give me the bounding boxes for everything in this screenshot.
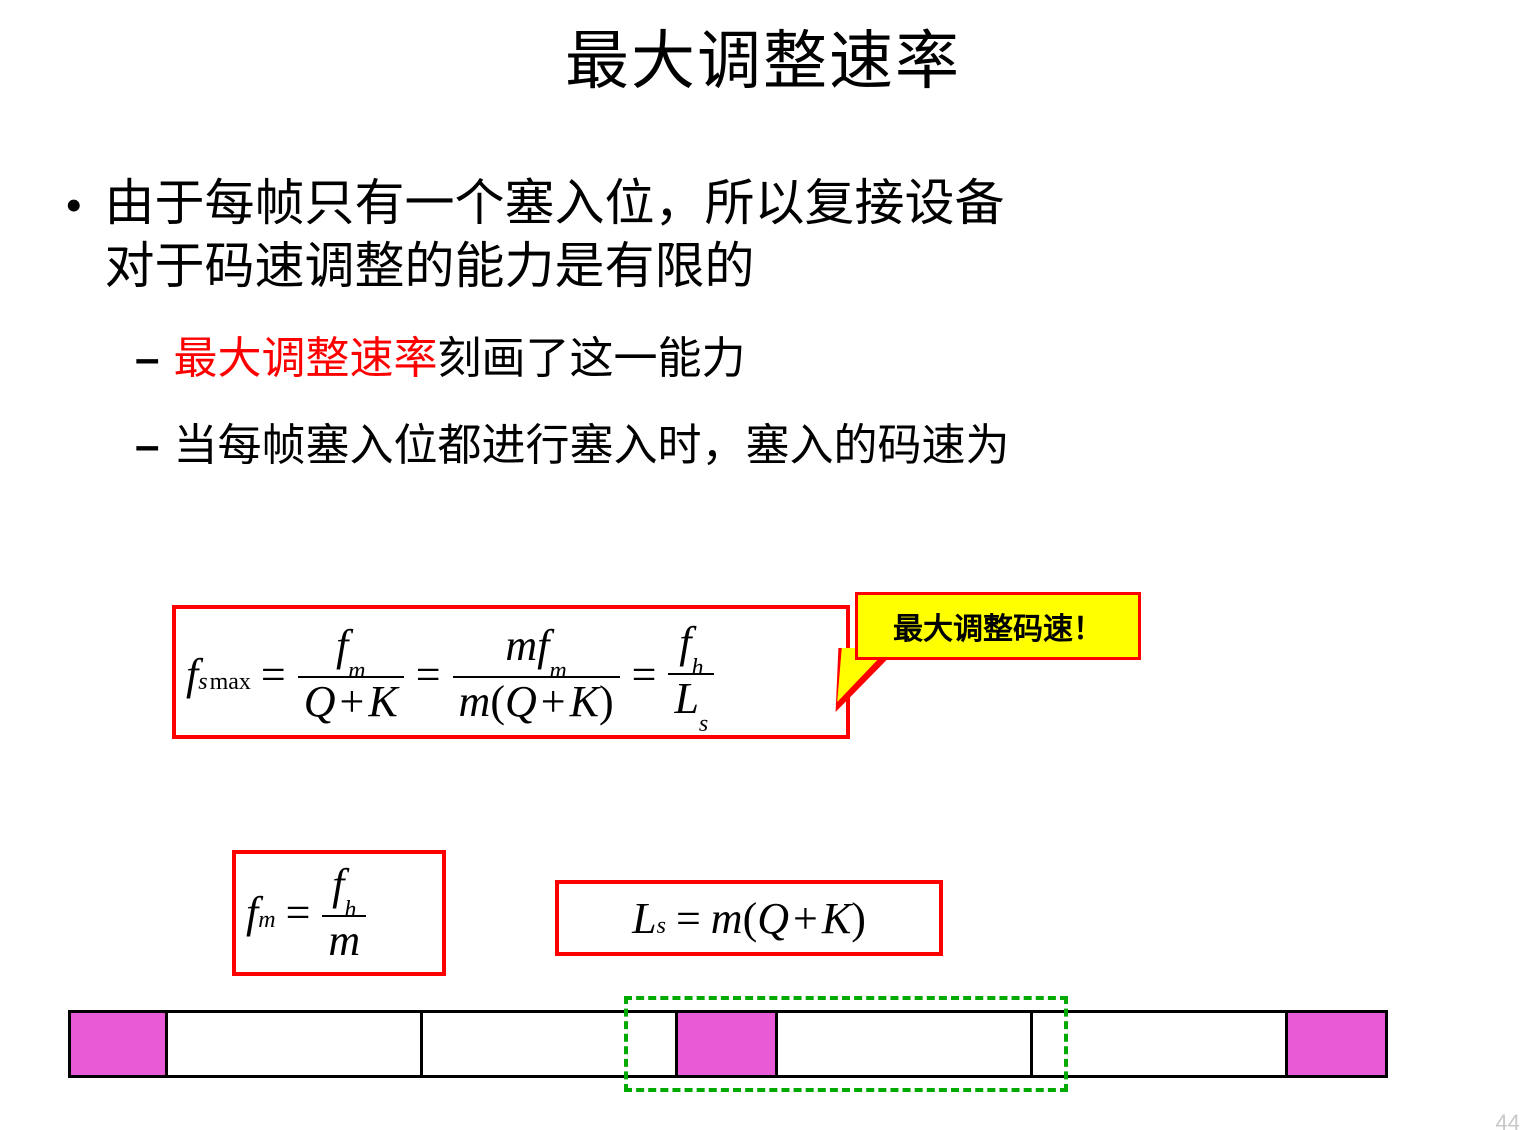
frame-diagram — [68, 1010, 1468, 1084]
equation-3: Ls = m(Q+K) — [632, 893, 866, 944]
bullet-item: • 由于每帧只有一个塞入位，所以复接设备 对于码速调整的能力是有限的 — [65, 172, 1526, 297]
Q: Q — [757, 893, 789, 944]
num-f2: f — [537, 621, 549, 670]
bullet-text: 由于每帧只有一个塞入位，所以复接设备 对于码速调整的能力是有限的 — [105, 172, 1005, 297]
diagram-cell — [678, 1010, 778, 1078]
diagram-cell — [68, 1010, 168, 1078]
num-f: f — [336, 621, 348, 670]
sub-m: m — [258, 907, 275, 934]
paren: ) — [599, 677, 614, 726]
den-L: L — [674, 674, 698, 723]
diagram-cell — [1033, 1010, 1288, 1078]
num-sub3: h — [691, 655, 703, 681]
bullet-line-1: 由于每帧只有一个塞入位，所以复接设备 — [105, 175, 1005, 231]
sub-list: – 最大调整速率刻画了这一能力 – 当每帧塞入位都进行塞入时，塞入的码速为 — [135, 331, 1526, 473]
plus: + — [340, 677, 365, 726]
equals: = — [286, 887, 311, 938]
body-content: • 由于每帧只有一个塞入位，所以复接设备 对于码速调整的能力是有限的 – 最大调… — [65, 172, 1526, 473]
num-sub2: m — [549, 658, 566, 684]
formula-box-fm: fm = fh m — [232, 850, 446, 976]
dash-marker: – — [135, 418, 159, 473]
den-K: K — [368, 677, 397, 726]
num-sub-h: h — [344, 897, 356, 923]
callout-box: 最大调整码速！ — [855, 592, 1141, 660]
paren: ( — [490, 677, 505, 726]
f: f — [246, 887, 258, 938]
equation-2: fm = fh m — [246, 861, 368, 966]
K: K — [822, 893, 851, 944]
paren: ( — [743, 893, 758, 944]
dash-marker: – — [135, 331, 159, 386]
L: L — [632, 893, 656, 944]
formula-box-main: fs max = fm Q+K = mfm m(Q+K) = fh Ls — [172, 605, 850, 739]
sub-s: s — [198, 669, 207, 695]
sub-s: s — [657, 913, 666, 940]
bullet-marker: • — [65, 174, 83, 297]
num-sub: m — [348, 658, 365, 684]
den-Q2: Q — [505, 677, 537, 726]
diagram-cell — [423, 1010, 678, 1078]
num-f3: f — [679, 618, 691, 667]
equals: = — [676, 893, 701, 944]
fraction-3: fh Ls — [668, 619, 714, 729]
equation-1: fs max = fm Q+K = mfm m(Q+K) = fh Ls — [186, 619, 716, 729]
m: m — [711, 893, 743, 944]
plus: + — [541, 677, 566, 726]
equals: = — [416, 649, 441, 700]
bullet-line-2: 对于码速调整的能力是有限的 — [105, 238, 755, 294]
formula-box-ls: Ls = m(Q+K) — [555, 880, 943, 956]
num-f: f — [332, 860, 344, 909]
sub-item-1: – 最大调整速率刻画了这一能力 — [135, 331, 1526, 386]
f: f — [186, 649, 198, 700]
diagram-cell — [1288, 1010, 1388, 1078]
den-K2: K — [570, 677, 599, 726]
diagram-cell — [168, 1010, 423, 1078]
num-m: m — [505, 621, 537, 670]
den-sub-s: s — [699, 711, 708, 737]
sub1-red: 最大调整速率 — [173, 334, 437, 383]
sub-max-text: max — [210, 669, 251, 695]
sub1-rest: 刻画了这一能力 — [437, 334, 745, 383]
paren: ) — [851, 893, 866, 944]
page-number: 44 — [1496, 1110, 1520, 1130]
fraction-2: mfm m(Q+K) — [453, 622, 620, 727]
den-Q: Q — [304, 677, 336, 726]
fraction-1: fm Q+K — [298, 622, 404, 727]
slide-title: 最大调整速率 — [0, 10, 1526, 102]
plus: + — [793, 893, 818, 944]
fraction: fh m — [322, 861, 366, 966]
den-m: m — [459, 677, 491, 726]
equals: = — [261, 649, 286, 700]
sub-item-2: – 当每帧塞入位都进行塞入时，塞入的码速为 — [135, 418, 1526, 473]
sub2-text: 当每帧塞入位都进行塞入时，塞入的码速为 — [173, 418, 1009, 473]
diagram-cell — [778, 1010, 1033, 1078]
equals: = — [632, 649, 657, 700]
